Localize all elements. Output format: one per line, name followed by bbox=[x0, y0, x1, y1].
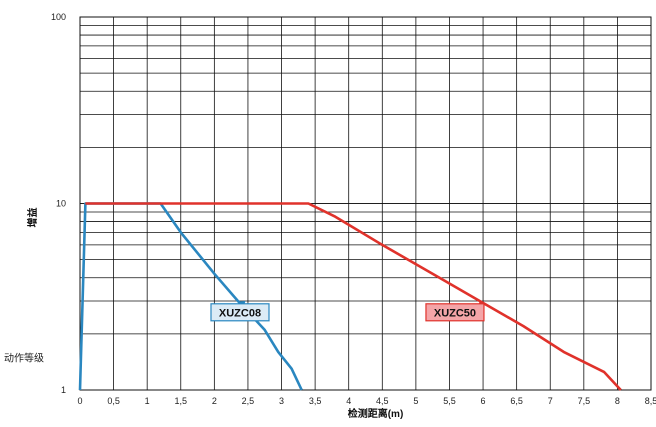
x-tick-label: 4,5 bbox=[376, 396, 389, 406]
x-tick-label: 1,5 bbox=[175, 396, 188, 406]
plot-frame bbox=[79, 16, 652, 391]
series-callouts: XUZC08 XUZC50 bbox=[210, 300, 485, 322]
y-axis-title: 增益 bbox=[26, 208, 39, 228]
x-tick-label: 8,5 bbox=[645, 396, 656, 406]
x-tick-label: 6,5 bbox=[510, 396, 523, 406]
x-tick-label: 0 bbox=[77, 396, 82, 406]
x-tick-label: 3,5 bbox=[309, 396, 322, 406]
callout-box-xuzc50 bbox=[425, 303, 485, 322]
x-tick-label: 7,5 bbox=[578, 396, 591, 406]
x-tick-label: 8 bbox=[615, 396, 620, 406]
x-axis-title: 检测距离(m) bbox=[348, 407, 404, 420]
y-tick-label: 100 bbox=[51, 12, 66, 22]
x-tick-label: 2,5 bbox=[242, 396, 255, 406]
legend-label-xuzc50: XUZC50 bbox=[434, 307, 476, 319]
y-tick-label: 10 bbox=[56, 199, 66, 209]
x-axis-ticks: 0 0,5 1 1,5 2 2,5 3 3,5 4 4,5 5 5,5 6 6,5 7 7,5 8 8,5 bbox=[77, 396, 656, 406]
y-axis-ticks: 1 10 100 bbox=[51, 12, 66, 395]
x-tick-label: 2 bbox=[212, 396, 217, 406]
x-tick-label: 0,5 bbox=[107, 396, 120, 406]
y-tick-label: 1 bbox=[61, 385, 66, 395]
x-tick-label: 1 bbox=[145, 396, 150, 406]
x-tick-label: 6 bbox=[481, 396, 486, 406]
x-tick-label: 3 bbox=[279, 396, 284, 406]
x-tick-label: 5,5 bbox=[443, 396, 456, 406]
callout-box-xuzc08 bbox=[210, 303, 270, 322]
series-lines bbox=[78, 202, 622, 391]
x-tick-label: 5 bbox=[413, 396, 418, 406]
series-line-xuzc50 bbox=[85, 202, 622, 391]
x-tick-label: 4 bbox=[346, 396, 351, 406]
legend-label-xuzc08: XUZC08 bbox=[219, 307, 261, 319]
operating-level-label: 动作等级 bbox=[4, 352, 44, 365]
x-tick-label: 7 bbox=[548, 396, 553, 406]
